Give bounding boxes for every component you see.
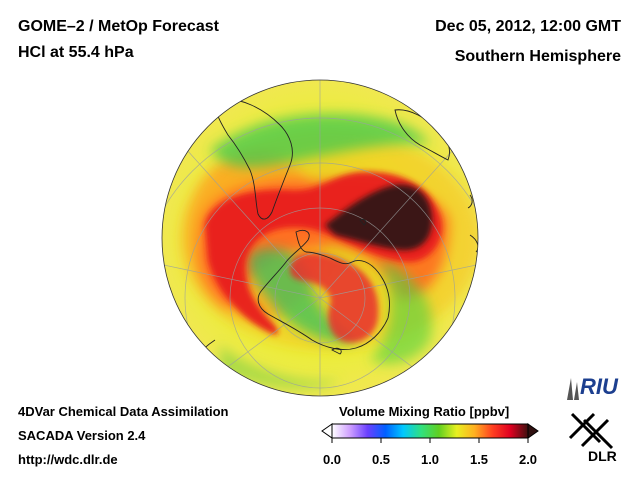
field-green-center	[248, 248, 360, 343]
field-red-inner	[289, 253, 379, 343]
footer-url[interactable]: http://wdc.dlr.de	[18, 452, 118, 467]
dlr-logo-text: DLR	[588, 448, 617, 464]
colorbar-tick-label: 1.0	[420, 452, 440, 467]
riu-logo-text: RIU	[580, 374, 618, 399]
field-green-east	[370, 260, 432, 364]
riu-logo-icon	[567, 378, 579, 400]
forecast-date: Dec 05, 2012, 12:00 GMT	[435, 18, 621, 35]
colorbar-min-arrow	[321, 423, 333, 439]
footer-version: SACADA Version 2.4	[18, 428, 146, 443]
field-max-core	[325, 184, 432, 251]
graticule	[162, 80, 478, 396]
hemisphere-label: Southern Hemisphere	[454, 48, 621, 65]
globe-outline	[161, 79, 479, 397]
colorbar-tick-label: 0.0	[322, 452, 342, 467]
map-title: GOME–2 / MetOp Forecast	[18, 18, 219, 35]
colorbar-gradient	[332, 424, 528, 438]
dlr-logo-icon	[568, 412, 614, 450]
colorbar-max-arrow	[527, 423, 539, 439]
coastlines	[191, 98, 478, 373]
map-subtitle: HCl at 55.4 hPa	[18, 44, 134, 61]
field-green-south	[220, 345, 340, 389]
colorbar-tick-label: 0.5	[371, 452, 391, 467]
colorbar-tick-label: 1.5	[469, 452, 489, 467]
colorbar-tick-label: 2.0	[518, 452, 538, 467]
colorbar-title: Volume Mixing Ratio [ppbv]	[339, 404, 510, 419]
footer-method: 4DVar Chemical Data Assimilation	[18, 404, 229, 419]
colorbar-ticks	[331, 438, 529, 443]
